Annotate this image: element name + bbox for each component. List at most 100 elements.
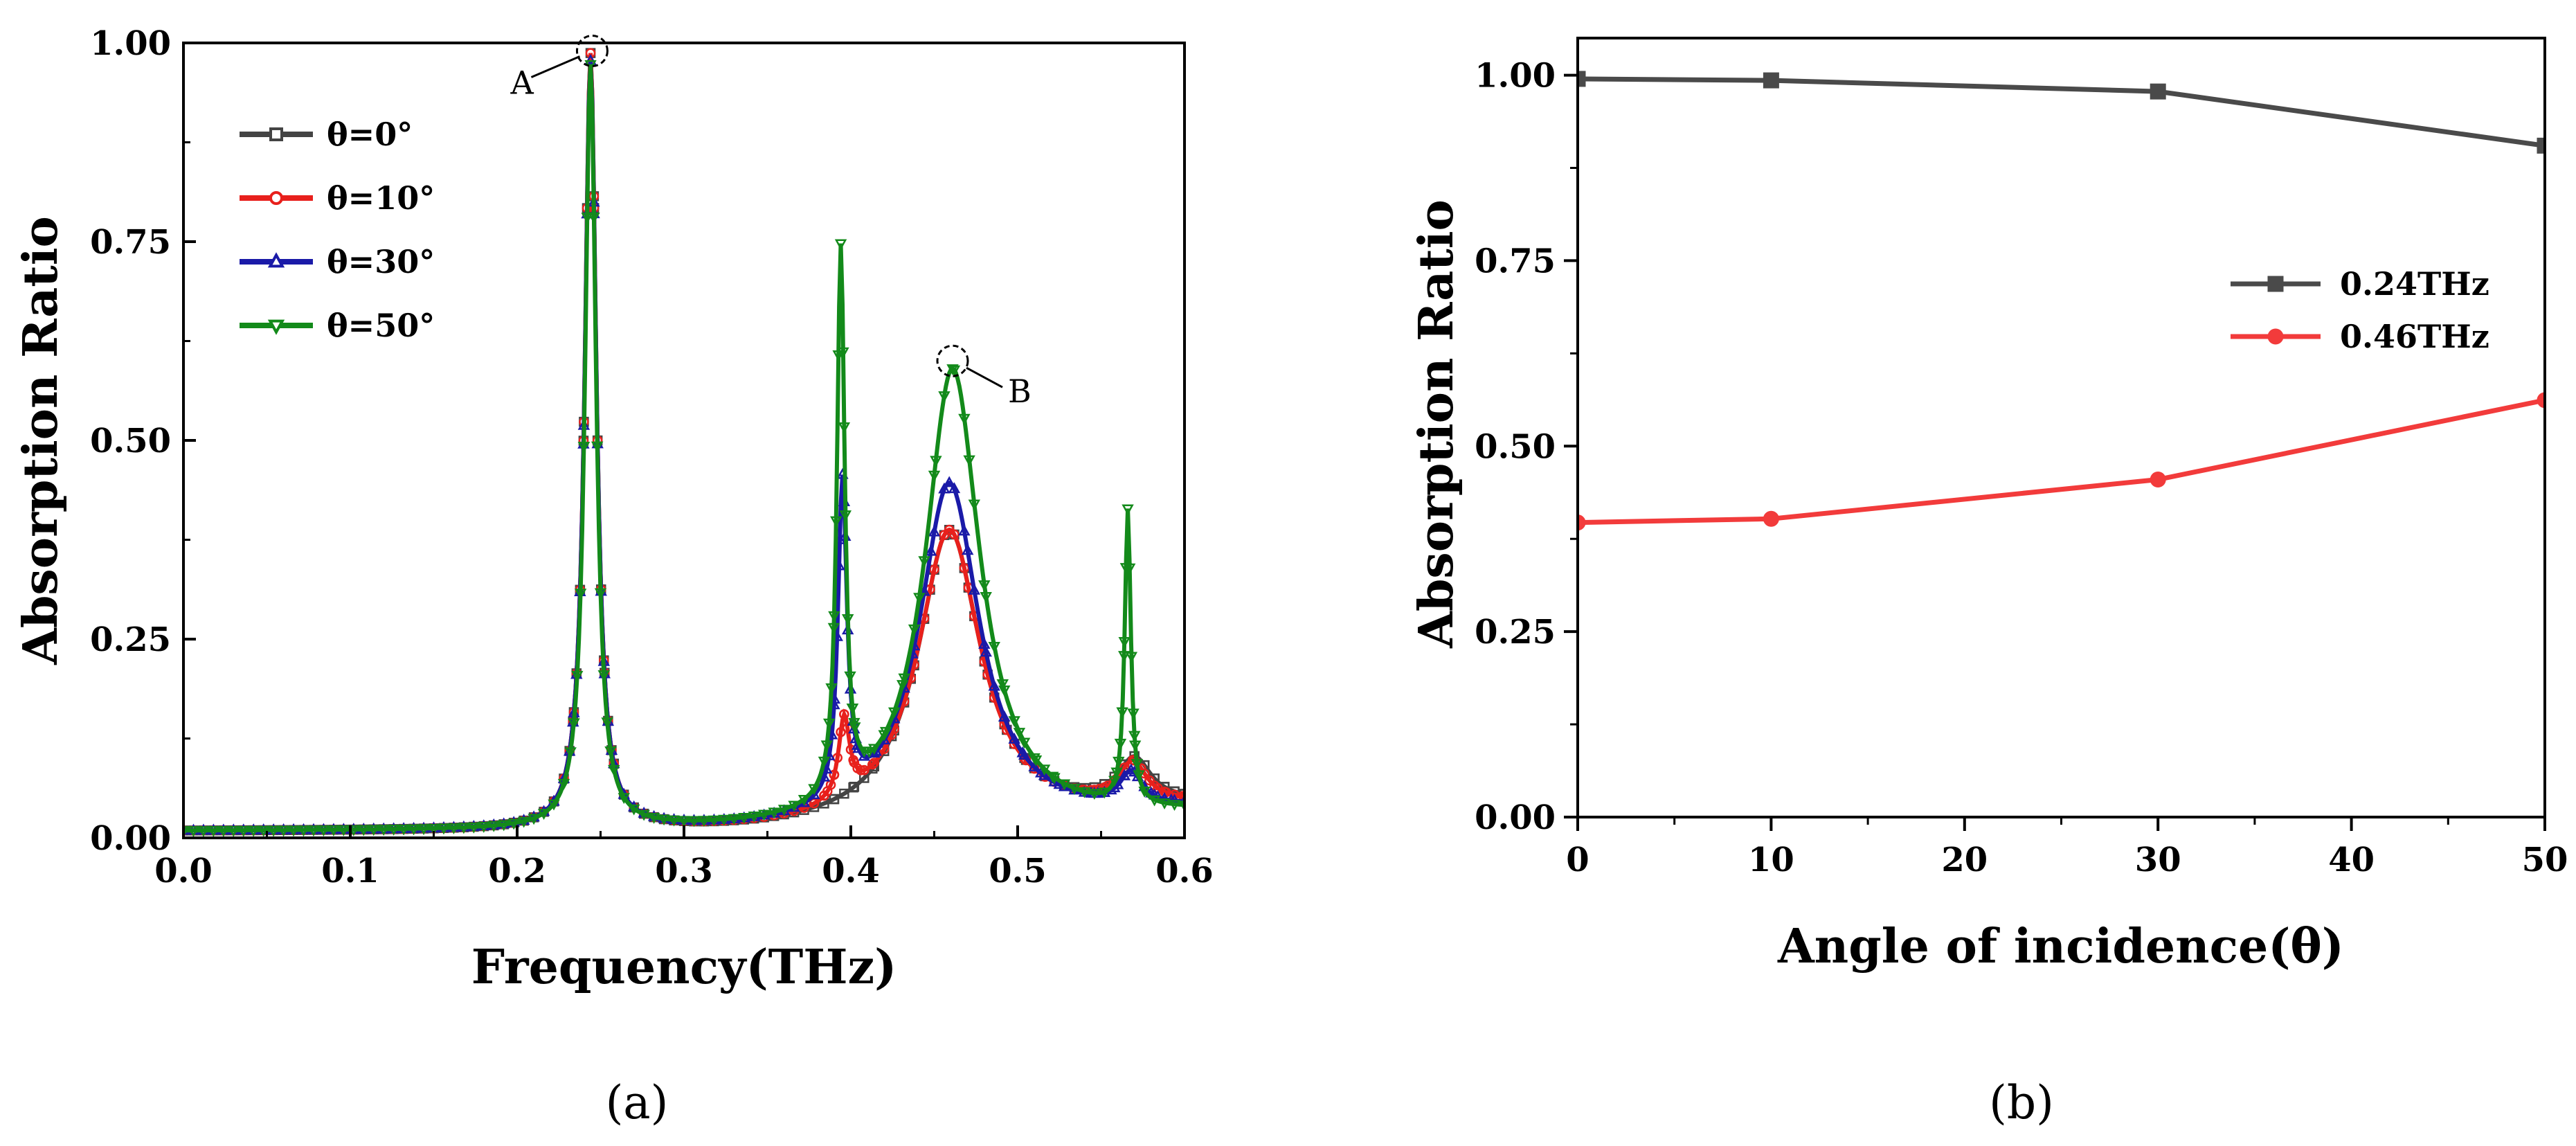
- chart-a-marker: [1128, 731, 1141, 742]
- chart-a-marker: [856, 765, 866, 776]
- chart-b-x-tick-label: 40: [2328, 841, 2375, 879]
- chart-a-marker: [958, 413, 971, 425]
- chart-a-marker: [407, 824, 420, 836]
- chart-a-marker: [963, 455, 975, 467]
- chart-a-marker: [825, 780, 836, 790]
- chart-a-legend-marker: [267, 319, 285, 335]
- chart-a-legend-label: θ=0°: [327, 116, 413, 153]
- chart-a-marker: [1158, 798, 1171, 809]
- chart-a-marker: [1179, 791, 1185, 802]
- chart-a-marker: [1178, 794, 1185, 806]
- chart-a-x-tick-label: 0.0: [154, 852, 213, 890]
- chart-b-legend-marker: [2267, 328, 2284, 345]
- chart-a-legend-label: θ=50°: [327, 307, 435, 344]
- chart-a-legend-marker: [269, 191, 283, 205]
- chart-a-marker: [829, 794, 840, 805]
- chart-a-marker: [277, 825, 290, 837]
- chart-a-marker: [247, 825, 260, 837]
- chart-a-marker: [438, 823, 450, 835]
- chart-a-marker: [397, 824, 410, 836]
- chart-a-marker: [818, 756, 831, 768]
- annotation-a-label: A: [510, 64, 534, 101]
- chart-a-marker: [939, 530, 950, 540]
- chart-b-y-tick-label: 0.00: [1475, 798, 1556, 837]
- chart-a-marker: [1133, 770, 1145, 782]
- annotation-a-arrow: [530, 55, 581, 78]
- chart-b-x-tick-label: 10: [1748, 841, 1794, 879]
- chart-a-marker: [1128, 740, 1142, 752]
- chart-a-marker: [946, 364, 959, 375]
- chart-a-y-tick-label: 0.00: [90, 819, 171, 858]
- chart-b-x-tick-label: 0: [1566, 841, 1589, 879]
- chart-b-series-line: [1578, 397, 2545, 526]
- chart-a-marker: [1058, 779, 1071, 791]
- chart-a-marker: [1013, 728, 1026, 739]
- chart-a-y-tick-label: 1.00: [90, 24, 171, 63]
- chart-a-marker: [601, 717, 613, 729]
- chart-a-marker: [948, 482, 961, 494]
- chart-b-legend: 0.24THz 0.46THz: [2231, 265, 2489, 355]
- chart-a-series-line: [183, 53, 1185, 833]
- chart-b-x-tick-label: 50: [2522, 841, 2568, 879]
- chart-a-marker: [968, 583, 981, 595]
- chart-a-marker: [998, 710, 1011, 722]
- chart-a-marker: [1008, 716, 1020, 728]
- chart-a-x-tick-label: 0.1: [321, 852, 379, 890]
- chart-a-marker: [788, 800, 800, 812]
- chart-a-marker: [718, 814, 730, 826]
- chart-a-x-tick-label: 0.5: [989, 852, 1047, 890]
- chart-b-legend-marker: [2267, 276, 2284, 292]
- chart-a-marker: [548, 799, 560, 811]
- chart-a-frame: [182, 42, 1186, 839]
- chart-b-data-point: [1763, 510, 1779, 527]
- chart-a-marker: [478, 822, 490, 833]
- chart-b-legend-item: 0.24THz: [2231, 265, 2489, 303]
- chart-a-marker: [988, 679, 1000, 691]
- chart-a-marker: [708, 815, 721, 827]
- chart-a-legend-label: θ=10°: [327, 179, 435, 217]
- chart-a-marker: [458, 823, 470, 834]
- chart-a-series-markers: [183, 48, 1185, 836]
- chart-a-marker: [1144, 775, 1155, 786]
- chart-a-marker: [757, 809, 771, 821]
- chart-b-data-point: [2150, 472, 2166, 487]
- chart-b-legend-label: 0.24THz: [2340, 265, 2489, 303]
- chart-b-series-1: [1578, 392, 2545, 531]
- chart-a-series-markers: [183, 53, 1185, 835]
- chart-a-marker: [980, 591, 992, 603]
- chart-a-marker: [848, 782, 858, 793]
- chart-a-x-tick-label: 0.6: [1155, 852, 1214, 890]
- chart-a-marker: [594, 588, 607, 600]
- chart-a-marker: [978, 580, 991, 591]
- chart-b-plot-area: [1578, 71, 2545, 531]
- chart-a-marker: [1178, 800, 1185, 812]
- chart-a-marker: [571, 670, 584, 682]
- chart-a-marker: [1048, 773, 1061, 785]
- chart-a-marker: [908, 624, 921, 636]
- chart-a-marker: [808, 784, 820, 796]
- chart-a-marker: [863, 746, 876, 758]
- chart-a-marker: [1118, 651, 1131, 663]
- chart-b-axes: [1564, 37, 2546, 831]
- chart-a-marker: [1068, 784, 1081, 796]
- chart-a-marker: [1131, 759, 1144, 770]
- chart-a-marker: [537, 809, 550, 820]
- chart-b: 0 10 20 30 40 500.000.250.500.751.00 0.24THz0…: [1409, 37, 2568, 1129]
- chart-a-marker: [368, 825, 380, 836]
- chart-a-marker: [968, 499, 981, 511]
- chart-b-series-line: [1578, 76, 2545, 148]
- chart-a-marker: [297, 825, 310, 837]
- chart-a-marker: [828, 611, 840, 623]
- chart-a-marker: [846, 704, 859, 715]
- chart-a-marker: [837, 347, 849, 359]
- chart-a-tick-labels: 0.0 0.1 0.2 0.3 0.4 0.5 0.6 0.00 0.25 0.50 0.75 1.0…: [90, 24, 1214, 890]
- chart-a-marker: [507, 818, 520, 830]
- chart-a-series-3: [183, 60, 1185, 838]
- chart-a-marker: [687, 816, 701, 827]
- chart-a-marker: [913, 593, 926, 605]
- chart-b-x-tick-label: 20: [1941, 841, 1988, 879]
- chart-a-annotations: A B: [510, 34, 1032, 410]
- chart-a-legend-item: θ=10°: [240, 179, 435, 217]
- chart-b-y-tick-label: 0.75: [1475, 242, 1556, 280]
